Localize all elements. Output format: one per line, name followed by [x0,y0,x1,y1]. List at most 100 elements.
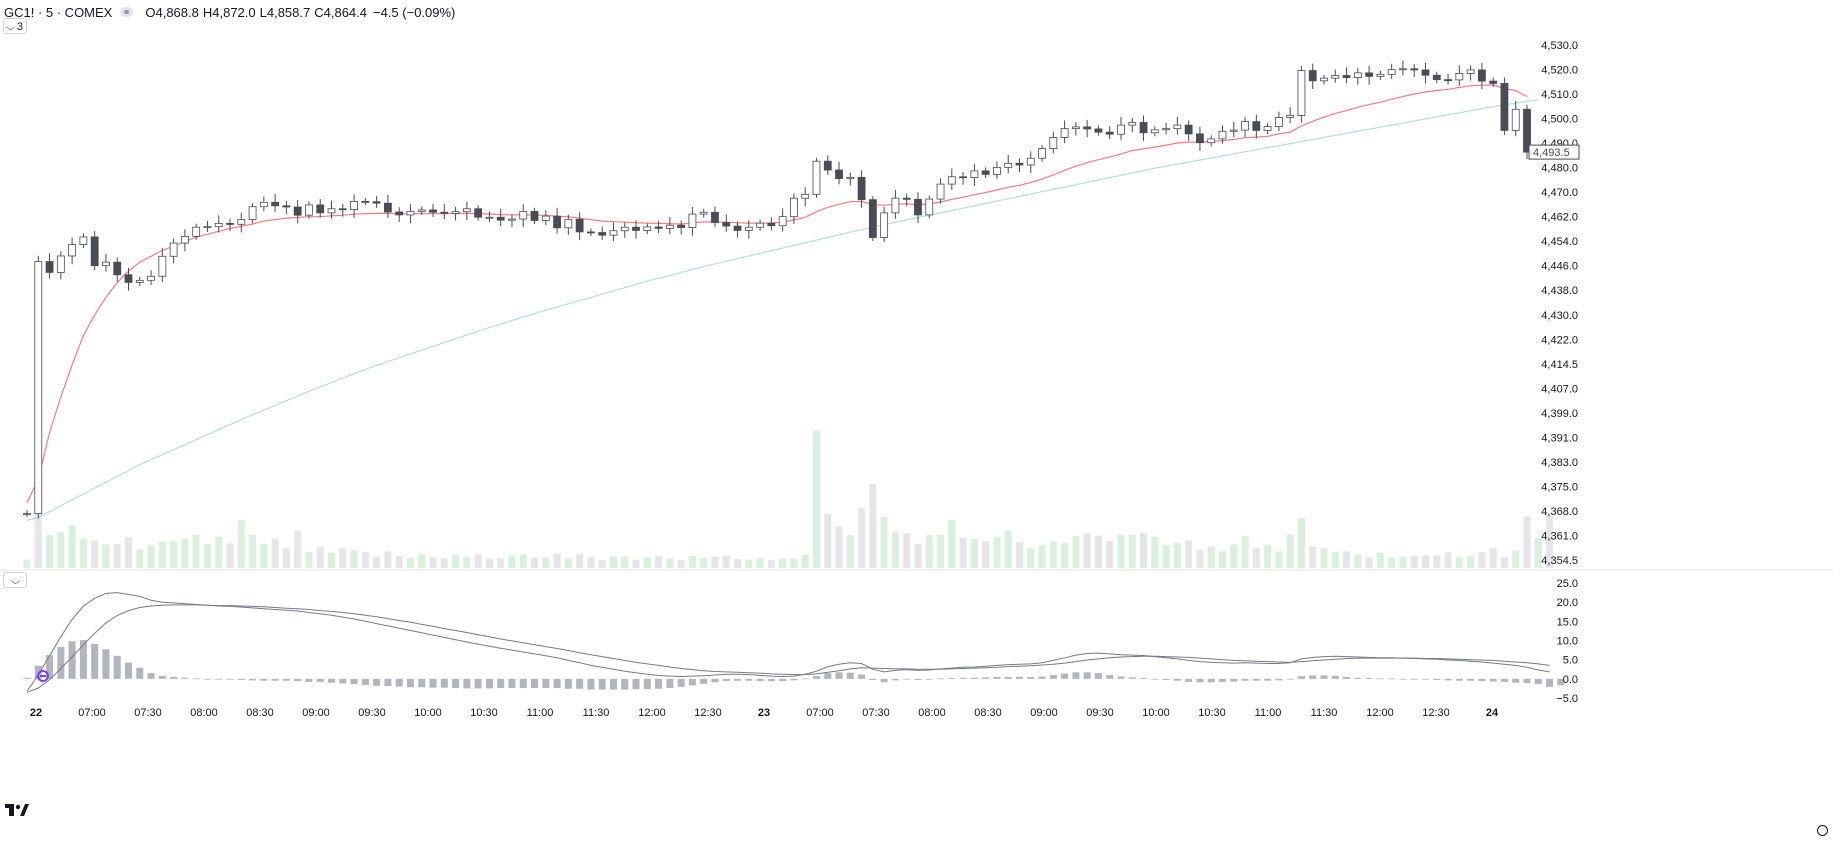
volume-bar [835,526,843,568]
candle-body [1117,124,1125,135]
volume-bar [970,539,978,568]
volume-bar [339,548,347,568]
histogram-bar [1365,678,1373,679]
histogram-bar [1331,675,1339,679]
oscillator-axis[interactable]: 25.0 20.0 15.0 10.0 5.0 0.0 −5.0 [1556,578,1578,705]
volume-bar [282,548,290,568]
histogram-bar [226,678,234,680]
candle-body [1150,129,1159,134]
histogram-bar [937,678,945,680]
candle-body [338,208,347,211]
volume-bar [1421,555,1429,568]
eye-icon[interactable] [120,7,134,17]
histogram-bar [203,678,211,680]
histogram-bar [136,667,144,679]
volume-bar [858,508,866,568]
histogram-bar [361,678,369,685]
volume-bar [576,554,584,568]
histogram-bar [1376,678,1384,680]
histogram-bar [1049,675,1057,679]
candle-body [1421,69,1430,76]
candle-body [609,230,618,236]
time-axis-tick-label: 24 [1486,707,1499,719]
candle-body [677,224,686,228]
price-axis-tick-label: 4,422.0 [1541,334,1578,346]
volume-bar [621,556,629,568]
candle-body [1196,133,1204,144]
volume-bar [1320,548,1328,568]
volume-bar [1309,546,1317,568]
volume-bar [1444,552,1452,568]
open-label: O [145,4,156,20]
histogram-bar [903,678,911,680]
candle-body [45,261,54,273]
volume-bar [1106,541,1114,568]
price-axis-tick-label: 4,500.0 [1541,114,1578,126]
volume-bar [1410,556,1418,568]
histogram-bar [970,677,978,679]
candle-body [1297,70,1306,116]
price-axis-tick-label: 4,368.0 [1541,506,1578,518]
histogram-bar [666,678,674,689]
candle-body [665,224,674,229]
histogram-bar [1241,678,1249,681]
histogram-bar [756,678,764,682]
volume-bar [937,535,945,568]
time-axis-tick-label: 09:00 [1030,707,1058,719]
histogram-bar [1185,678,1193,682]
histogram-bar [1512,678,1520,683]
volume-bar [587,556,595,568]
candle-body [1365,72,1374,77]
volume-bar [1343,551,1351,568]
time-axis-tick-label: 11:00 [527,707,554,719]
candle-body [316,204,325,214]
time-axis-tick-label: 08:00 [918,707,946,719]
time-axis-tick-label: 12:00 [638,707,666,719]
price-axis-tick-label: 4,446.0 [1541,261,1578,273]
histogram-bar [801,678,809,680]
time-axis-tick-label: 10:30 [470,707,498,719]
volume-bar [34,514,42,568]
candle-body [384,202,392,213]
oscillator-collapse-button[interactable]: ⌵ [3,572,27,588]
sma-slow-line [26,99,1539,521]
time-axis-tick-label: 10:00 [414,707,442,719]
oscillator-settings-icon[interactable] [37,670,49,682]
price-axis-tick-label: 4,454.0 [1541,236,1578,248]
volume-bar [1207,546,1215,568]
time-axis-tick-label: 07:00 [806,707,834,719]
price-axis-tick-label: 4,480.0 [1541,163,1578,175]
candle-body [564,218,573,229]
candle-body [1060,128,1069,138]
symbol-title[interactable]: GC1! · 5 · COMEX [4,4,113,20]
low-label: L [259,4,267,20]
histogram-bar [700,678,708,684]
histogram-bar [812,676,820,679]
time-axis-tick-label: 22 [30,707,42,719]
volume-bar [271,538,279,568]
candle-body [451,211,460,214]
gear-icon[interactable] [1817,825,1828,836]
histogram-bar [125,662,133,679]
volume-bar [1004,530,1012,568]
candle-body [282,205,291,208]
time-axis-tick-label: 12:00 [1366,707,1394,719]
indicators-toggle-button[interactable]: ⌵ 3 [3,18,27,34]
price-axis[interactable]: 4,530.04,520.04,510.04,500.04,490.04,480… [1541,40,1578,567]
histogram-bar [395,678,403,687]
volume-bar [1128,535,1136,568]
candle-body [1263,126,1272,131]
histogram-bar [271,678,279,681]
volume-bar [1094,535,1102,568]
histogram-bar [1546,678,1554,687]
candle-body [699,211,708,215]
volume-bar [1241,536,1249,568]
price-axis-tick-label: 4,438.0 [1541,285,1578,297]
time-axis[interactable]: 22 07:00 07:30 08:00 08:30 09:00 09:30 10:00 10:… [30,707,1499,719]
tradingview-logo-icon[interactable] [5,804,29,818]
histogram-bar [474,678,482,689]
histogram-bar [181,677,189,679]
price-axis-tick-label: 4,414.5 [1541,359,1578,371]
